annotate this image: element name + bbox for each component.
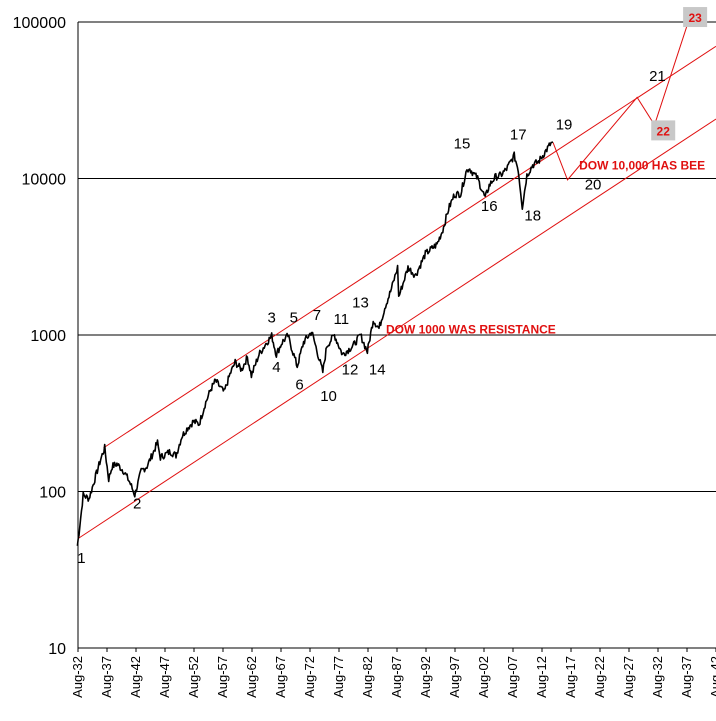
x-tick-label: Aug-07 [505, 656, 520, 698]
wave-label-19: 19 [556, 117, 573, 134]
x-tick-label: Aug-17 [563, 656, 578, 698]
wave-label-11: 11 [334, 311, 350, 328]
wave-label-2: 2 [133, 495, 141, 512]
box-label-bg [683, 7, 708, 28]
wave-label-20: 20 [585, 177, 602, 194]
wave-label-6: 6 [295, 376, 303, 393]
x-tick-label: Aug-37 [679, 656, 694, 698]
x-tick-label: Aug-42 [708, 656, 716, 698]
x-tick-label: Aug-72 [302, 656, 317, 698]
y-tick-label: 100000 [13, 15, 66, 32]
box-label-text: 23 [688, 11, 702, 25]
price-series [76, 141, 554, 546]
x-tick-label: Aug-87 [389, 656, 404, 698]
wave-label-10: 10 [320, 388, 337, 405]
y-tick-label: 100 [39, 485, 66, 502]
x-tick-label: Aug-57 [215, 656, 230, 698]
x-tick-label: Aug-42 [128, 656, 143, 698]
price-line [76, 141, 554, 546]
x-tick-label: Aug-77 [331, 656, 346, 698]
y-tick-label: 1000 [30, 328, 66, 345]
trend-channel [77, 45, 716, 540]
gridlines [78, 21, 716, 649]
axes [77, 22, 716, 652]
x-tick-label: Aug-97 [447, 656, 462, 698]
box-labels: 22 23 [651, 7, 708, 141]
x-tick-label: Aug-32 [70, 656, 85, 698]
x-tick-label: Aug-32 [650, 656, 665, 698]
x-tick-label: Aug-47 [157, 656, 172, 698]
x-tick-label: Aug-82 [360, 656, 375, 698]
projection-path [552, 18, 690, 181]
wave-label-13: 13 [352, 294, 369, 311]
x-tick-label: Aug-22 [592, 656, 607, 698]
annotation-dow-1000: DOW 1000 WAS RESISTANCE [386, 323, 556, 337]
x-tick-labels: Aug-32 Aug-37 Aug-42 Aug-47 Aug-52 Aug-57 Aug-… [70, 656, 716, 698]
x-tick-label: Aug-67 [273, 656, 288, 698]
wave-label-7: 7 [313, 307, 321, 324]
wave-label-1: 1 [77, 550, 85, 567]
y-tick-label: 10 [48, 641, 66, 658]
annotations: DOW 10,000 HAS BEE DOW 1000 WAS RESISTANC… [386, 159, 705, 337]
wave-label-12: 12 [342, 361, 359, 378]
box-label-23: 23 [683, 7, 708, 28]
wave-label-15: 15 [454, 136, 471, 153]
x-tick-label: Aug-12 [534, 656, 549, 698]
wave-label-21: 21 [649, 68, 666, 85]
wave-label-18: 18 [524, 207, 541, 224]
annotation-dow-10000: DOW 10,000 HAS BEE [579, 159, 705, 173]
wave-label-5: 5 [290, 310, 298, 327]
x-tick-label: Aug-37 [99, 656, 114, 698]
x-tick-label: Aug-02 [476, 656, 491, 698]
wave-label-16: 16 [481, 198, 498, 215]
y-tick-labels: 10 100 1000 10000 100000 [13, 15, 66, 658]
channel-upper-line [103, 45, 716, 449]
y-tick-label: 10000 [22, 172, 67, 189]
x-tick-label: Aug-52 [186, 656, 201, 698]
box-label-text: 22 [657, 124, 671, 138]
x-tick-label: Aug-92 [418, 656, 433, 698]
wave-label-14: 14 [369, 361, 386, 378]
x-tick-label: Aug-62 [244, 656, 259, 698]
projection-line [552, 18, 690, 181]
wave-label-4: 4 [272, 359, 280, 376]
box-label-22: 22 [651, 120, 676, 141]
wave-label-17: 17 [510, 126, 527, 143]
x-tick-label: Aug-27 [621, 656, 636, 698]
wave-label-3: 3 [268, 310, 276, 327]
box-label-bg [651, 120, 676, 141]
channel-lower-line [77, 118, 716, 540]
